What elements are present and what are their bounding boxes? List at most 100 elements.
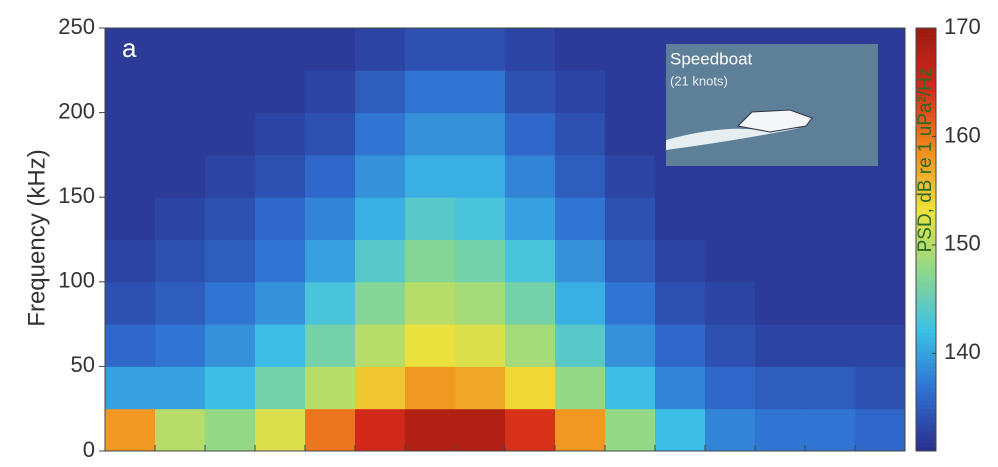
inset-title: Speedboat xyxy=(670,49,753,68)
heatmap-cell xyxy=(655,324,706,367)
heatmap-cell xyxy=(505,409,556,452)
colorbar-step xyxy=(916,341,936,346)
heatmap-cell xyxy=(555,197,606,240)
heatmap-cell xyxy=(355,28,406,71)
heatmap-cell xyxy=(255,70,306,113)
heatmap-cell xyxy=(305,324,356,367)
heatmap-cell xyxy=(605,155,656,198)
heatmap-cell xyxy=(505,28,556,71)
y-tick-label: 100 xyxy=(58,268,95,293)
heatmap-cell xyxy=(755,366,806,409)
y-tick-label: 50 xyxy=(71,352,95,377)
heatmap-cell xyxy=(755,240,806,283)
heatmap-cell xyxy=(655,366,706,409)
colorbar-step xyxy=(916,41,936,46)
heatmap-cell xyxy=(355,113,406,156)
heatmap-cell xyxy=(355,197,406,240)
heatmap-cell xyxy=(205,240,256,283)
heatmap-cell xyxy=(305,409,356,452)
heatmap-cell xyxy=(605,28,656,71)
colorbar-step xyxy=(916,358,936,363)
heatmap-cell xyxy=(405,409,456,452)
colorbar-step xyxy=(916,32,936,37)
colorbar-step xyxy=(916,299,936,304)
colorbar-step xyxy=(916,307,936,312)
heatmap-cell xyxy=(305,197,356,240)
colorbar-step xyxy=(916,328,936,333)
colorbar-step xyxy=(916,316,936,321)
colorbar-step xyxy=(916,434,936,439)
heatmap-cell xyxy=(255,409,306,452)
heatmap-cell xyxy=(405,324,456,367)
heatmap-cell xyxy=(705,240,756,283)
heatmap-cell xyxy=(655,409,706,452)
heatmap-cell xyxy=(155,409,206,452)
heatmap-cell xyxy=(105,282,156,325)
heatmap-cell xyxy=(305,155,356,198)
heatmap-cell xyxy=(755,197,806,240)
y-axis-label: Frequency (kHz) xyxy=(23,149,50,326)
heatmap-cell xyxy=(555,366,606,409)
heatmap-cell xyxy=(705,197,756,240)
heatmap-cell xyxy=(105,197,156,240)
heatmap-cell xyxy=(355,155,406,198)
chart: Frequency (kHz) 050100150200250aSpeedboa… xyxy=(0,0,998,462)
heatmap-cell xyxy=(555,409,606,452)
y-tick-label: 250 xyxy=(58,14,95,39)
panel-label: a xyxy=(122,33,137,63)
heatmap-cell xyxy=(555,240,606,283)
heatmap-cell xyxy=(205,366,256,409)
heatmap-cell xyxy=(455,155,506,198)
colorbar-step xyxy=(916,430,936,435)
colorbar-step xyxy=(916,273,936,278)
colorbar-step xyxy=(916,286,936,291)
heatmap-cell xyxy=(605,324,656,367)
heatmap-cell xyxy=(855,282,906,325)
heatmap-cell xyxy=(155,113,206,156)
colorbar-step xyxy=(916,28,936,33)
heatmap-cell xyxy=(255,240,306,283)
heatmap-cell xyxy=(155,240,206,283)
heatmap-cell xyxy=(155,282,206,325)
colorbar-step xyxy=(916,379,936,384)
heatmap-cell xyxy=(455,240,506,283)
heatmap-cell xyxy=(405,113,456,156)
colorbar-step xyxy=(916,49,936,54)
heatmap-cell xyxy=(305,366,356,409)
heatmap-cell xyxy=(605,409,656,452)
colorbar-step xyxy=(916,404,936,409)
heatmap-cell xyxy=(455,282,506,325)
heatmap-cell xyxy=(805,366,856,409)
colorbar-step xyxy=(916,333,936,338)
y-tick-label: 0 xyxy=(83,437,95,462)
colorbar-step xyxy=(916,320,936,325)
heatmap-cell xyxy=(355,409,406,452)
colorbar-step xyxy=(916,269,936,274)
heatmap-cell xyxy=(205,113,256,156)
heatmap-cell xyxy=(155,366,206,409)
heatmap-cell xyxy=(555,70,606,113)
colorbar-step xyxy=(916,438,936,443)
heatmap-cell xyxy=(605,240,656,283)
heatmap-cell xyxy=(505,366,556,409)
heatmap-cell xyxy=(105,240,156,283)
colorbar-step xyxy=(916,421,936,426)
heatmap-cell xyxy=(155,324,206,367)
heatmap-cell xyxy=(405,155,456,198)
heatmap-cell xyxy=(105,113,156,156)
colorbar-tick-label: 160 xyxy=(944,122,981,147)
colorbar-step xyxy=(916,53,936,58)
colorbar-step xyxy=(916,324,936,329)
colorbar-step xyxy=(916,371,936,376)
colorbar-step xyxy=(916,303,936,308)
heatmap-cell xyxy=(105,409,156,452)
heatmap-cell xyxy=(205,197,256,240)
colorbar-step xyxy=(916,265,936,270)
heatmap-cell xyxy=(555,28,606,71)
heatmap-cell xyxy=(505,282,556,325)
heatmap-cell xyxy=(555,282,606,325)
heatmap-cell xyxy=(705,282,756,325)
heatmap-cell xyxy=(355,240,406,283)
heatmap-cell xyxy=(455,113,506,156)
heatmap-cell xyxy=(205,409,256,452)
